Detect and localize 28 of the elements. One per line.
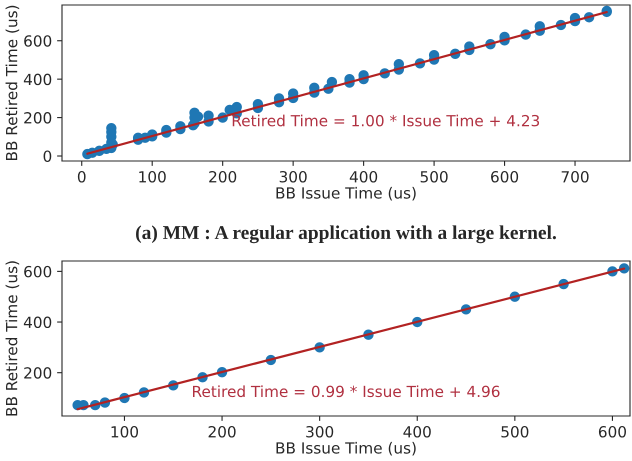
x-tick-label: 100 xyxy=(112,426,138,438)
y-tick-label: 600 xyxy=(24,266,52,278)
y-axis-title: BB Retired Time (us) xyxy=(6,6,20,160)
text: (a) MM : A regular application with a large kernel. xyxy=(136,225,556,244)
x-tick-label: 0 xyxy=(78,170,86,183)
x-tick-label: 400 xyxy=(403,426,431,438)
x-axis-title: BB Issue Time (us) xyxy=(276,186,416,201)
y-tick-label: 600 xyxy=(24,35,52,47)
x-tick-label: 600 xyxy=(598,426,626,438)
y-tick-label: 200 xyxy=(24,367,52,379)
annotation: Retired Time = 1.00 * Issue Time + 4.23 xyxy=(232,114,540,126)
y-axis-title: BB Retired Time (us) xyxy=(6,261,20,416)
x-tick-label: 300 xyxy=(280,170,307,183)
x-tick-label: 400 xyxy=(350,170,378,183)
y-tick-label: 200 xyxy=(24,112,52,124)
y-tick-label: 400 xyxy=(24,74,52,86)
x-tick-label: 500 xyxy=(420,170,448,183)
x-tick-label: 700 xyxy=(562,170,589,183)
x-tick-label: 100 xyxy=(139,170,166,183)
x-tick-label: 200 xyxy=(208,426,236,438)
x-axis-title: BB Issue Time (us) xyxy=(276,442,416,456)
x-tick-label: 300 xyxy=(306,426,334,438)
x-tick-label: 200 xyxy=(209,170,236,183)
annotation: Retired Time = 0.99 * Issue Time + 4.96 xyxy=(193,385,500,398)
y-tick-label: 400 xyxy=(24,316,52,328)
x-tick-label: 500 xyxy=(501,426,528,438)
x-tick-label: 600 xyxy=(491,170,518,183)
y-tick-label: 0 xyxy=(44,150,52,162)
